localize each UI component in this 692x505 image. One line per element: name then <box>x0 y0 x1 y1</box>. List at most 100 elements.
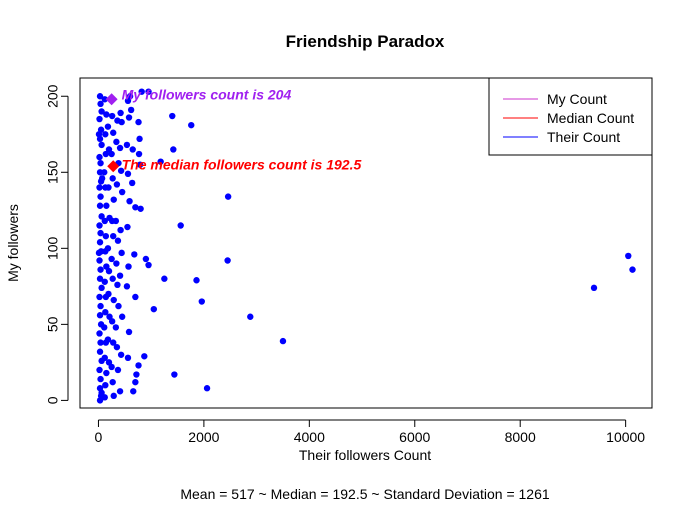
data-point <box>102 232 110 240</box>
data-point <box>110 232 117 240</box>
data-point <box>247 313 254 320</box>
data-point <box>97 302 104 310</box>
y-tick-label: 150 <box>45 160 61 184</box>
data-point <box>124 223 131 231</box>
data-point <box>135 118 142 126</box>
data-point <box>132 293 139 301</box>
data-point <box>109 378 116 386</box>
data-point <box>157 158 164 165</box>
data-point <box>135 150 143 158</box>
legend-box <box>488 77 653 156</box>
data-point <box>113 343 121 351</box>
data-point <box>629 266 636 273</box>
data-point <box>188 121 195 129</box>
y-tick-label: 0 <box>45 396 61 404</box>
data-point <box>101 324 108 331</box>
data-point <box>98 175 106 182</box>
data-point <box>105 290 112 298</box>
data-point <box>97 266 104 273</box>
data-point <box>118 249 125 257</box>
data-point <box>114 237 122 244</box>
data-point <box>117 226 124 234</box>
data-point <box>110 296 117 304</box>
annotation-text: My followers count is 204 <box>122 87 292 103</box>
data-point <box>137 205 144 212</box>
data-point <box>117 167 125 174</box>
data-point <box>625 252 632 260</box>
data-points <box>95 88 636 404</box>
data-point <box>98 108 105 115</box>
data-point <box>123 283 131 290</box>
data-point <box>102 308 109 316</box>
data-point <box>117 351 125 358</box>
data-point <box>110 129 117 136</box>
data-point <box>135 362 142 369</box>
data-point <box>141 353 148 360</box>
data-point <box>102 381 109 389</box>
data-point <box>103 202 110 209</box>
x-axis-label: Their followers Count <box>299 447 431 463</box>
data-point <box>123 141 131 149</box>
data-point <box>96 257 103 264</box>
data-point <box>97 339 104 346</box>
data-point <box>129 146 136 153</box>
data-point <box>96 330 103 337</box>
data-point <box>101 278 108 285</box>
data-point <box>125 328 133 336</box>
x-tick-label: 6000 <box>399 429 430 445</box>
data-point <box>116 388 124 395</box>
data-point <box>101 169 108 176</box>
data-point <box>118 188 126 196</box>
data-point <box>279 337 287 345</box>
data-point <box>98 141 105 149</box>
data-point <box>97 193 104 200</box>
data-point <box>98 389 105 396</box>
data-point <box>133 371 140 378</box>
y-axis-label: My followers <box>5 204 21 282</box>
data-point <box>132 378 139 386</box>
data-point <box>112 217 120 225</box>
data-point <box>127 106 135 114</box>
data-point <box>96 184 103 191</box>
data-point <box>96 348 104 355</box>
data-point <box>124 354 132 362</box>
data-point <box>224 193 232 200</box>
data-point <box>97 100 104 108</box>
data-point <box>142 255 150 263</box>
plot-area-frame <box>79 77 653 409</box>
y-tick-label: 100 <box>45 236 61 260</box>
data-point <box>169 112 176 120</box>
data-point <box>118 118 125 126</box>
data-point <box>161 275 168 282</box>
data-point <box>105 184 112 191</box>
data-point <box>198 298 205 305</box>
data-point <box>104 336 112 343</box>
legend-label: Their Count <box>547 129 620 145</box>
x-tick-label: 8000 <box>505 429 536 445</box>
data-point <box>224 257 231 264</box>
highlight-points <box>105 93 120 173</box>
data-point <box>109 175 116 182</box>
data-point <box>112 324 120 331</box>
data-point <box>101 217 108 225</box>
data-point <box>96 293 103 301</box>
data-point <box>104 123 112 130</box>
data-point <box>130 388 137 395</box>
data-point <box>96 153 103 161</box>
data-point <box>97 229 104 237</box>
data-point <box>108 363 115 371</box>
data-point <box>177 222 184 229</box>
summary-footer: Mean = 517 ~ Median = 192.5 ~ Standard D… <box>180 486 550 502</box>
data-point <box>110 196 117 203</box>
data-point <box>116 272 124 279</box>
chart-title: Friendship Paradox <box>286 32 445 51</box>
data-point <box>114 281 121 289</box>
data-point <box>102 150 110 158</box>
data-point <box>96 115 103 123</box>
y-tick-label: 200 <box>45 84 61 108</box>
x-tick-label: 4000 <box>294 429 325 445</box>
data-point <box>136 135 143 143</box>
data-point <box>132 204 139 211</box>
x-axis: 0 2000 4000 6000 8000 10000 <box>95 419 645 445</box>
